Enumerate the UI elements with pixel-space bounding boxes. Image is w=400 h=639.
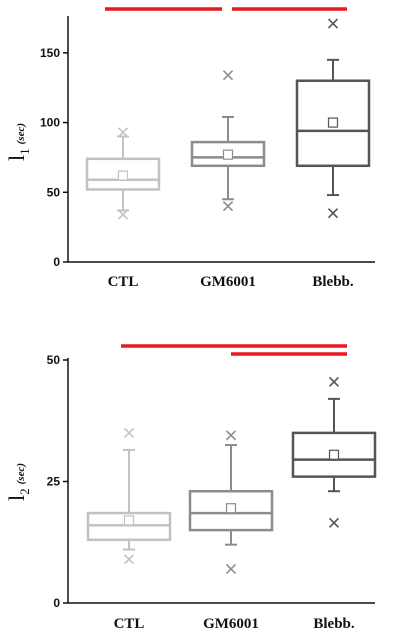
outlier-marker [222, 201, 234, 212]
outlier-marker [117, 209, 129, 220]
box-blebb [295, 18, 371, 219]
outlier-marker [123, 427, 135, 438]
mean-marker [222, 149, 234, 160]
y-tick-label: 100 [40, 116, 60, 130]
y-axis-label-sub: 1 [17, 148, 32, 155]
y-tick-label: 0 [53, 596, 60, 610]
outlier-stroke-b [222, 201, 234, 212]
mean-marker [328, 449, 340, 460]
y-tick-label: 50 [47, 353, 61, 367]
outlier-marker [117, 127, 129, 138]
x-tick-label: CTL [108, 274, 139, 290]
y-axis-label: l1 (sec) [4, 123, 32, 161]
outlier-stroke-b [123, 554, 135, 565]
outlier-stroke-b [117, 209, 129, 220]
outlier-marker [225, 430, 237, 441]
mean-marker [327, 117, 339, 128]
mean-marker [123, 515, 135, 526]
y-tick-label: 150 [40, 46, 60, 60]
outlier-stroke-b [117, 127, 129, 138]
y-axis-label-main: l [4, 155, 29, 161]
outlier-stroke-b [328, 376, 340, 387]
outlier-marker [328, 376, 340, 387]
y-tick-label: 0 [53, 255, 60, 269]
box-gm6001 [190, 70, 266, 212]
outlier-marker [222, 70, 234, 81]
outlier-marker [327, 18, 339, 29]
outlier-marker [225, 563, 237, 575]
mean-marker [117, 170, 129, 181]
y-axis-label-main: l [4, 495, 29, 501]
y-axis-label-unit: (sec) [15, 463, 27, 484]
outlier-stroke-b [328, 517, 340, 528]
outlier-stroke-b [225, 563, 237, 575]
y-axis-label: l2 (sec) [4, 463, 32, 501]
y-tick-label: 25 [47, 475, 61, 489]
y-axis-label-sub: 2 [17, 488, 32, 495]
chart-l2: 0 25 50 l2 (sec) CTL GM6001 Blebb. [4, 344, 377, 632]
outlier-stroke-b [327, 208, 339, 219]
y-axis-label-unit: (sec) [15, 123, 27, 144]
box-ctl [85, 127, 161, 220]
outlier-stroke-b [123, 427, 135, 438]
x-tick-label: GM6001 [200, 274, 256, 290]
box-gm6001 [188, 430, 274, 575]
x-tick-label: Blebb. [313, 616, 355, 632]
outlier-stroke-b [327, 18, 339, 29]
x-tick-label: Blebb. [312, 274, 354, 290]
outlier-stroke-b [225, 430, 237, 441]
mean-marker [225, 503, 237, 514]
outlier-marker [327, 208, 339, 219]
outlier-stroke-b [222, 70, 234, 81]
box-ctl [86, 427, 172, 565]
x-tick-label: CTL [114, 616, 145, 632]
y-tick-label: 50 [47, 185, 61, 199]
x-tick-label: GM6001 [203, 616, 259, 632]
outlier-marker [123, 554, 135, 565]
outlier-marker [328, 517, 340, 528]
chart-l1: 0 50 100 150 l1 (sec) CTL GM6001 Blebb. [4, 7, 375, 290]
box-blebb [291, 376, 377, 528]
